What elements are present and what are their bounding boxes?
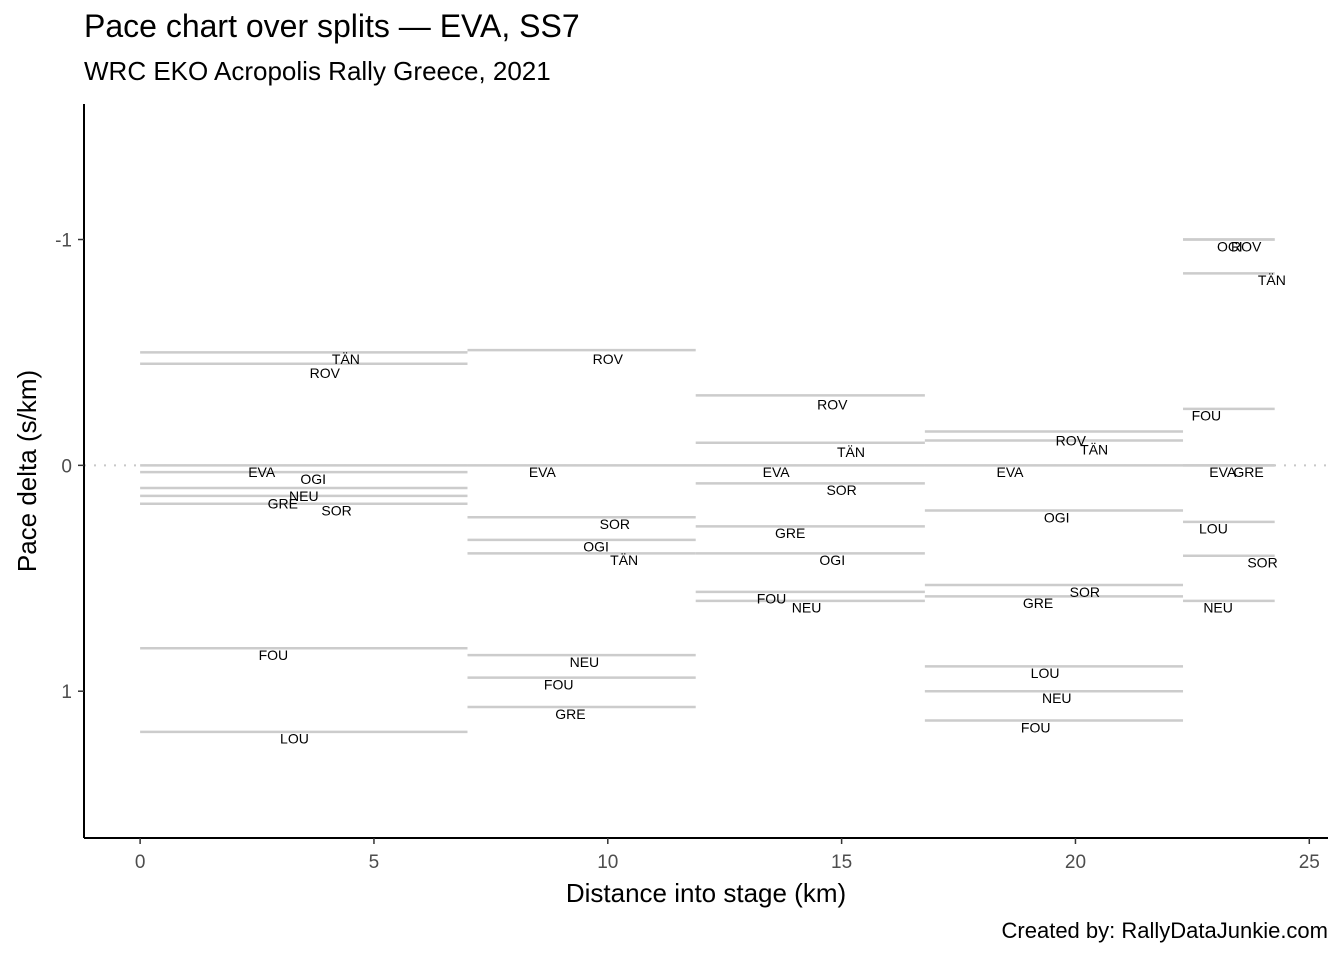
segment-label-tän: TÄN xyxy=(332,351,360,367)
segment-label-fou: FOU xyxy=(259,647,289,663)
segment-label-lou: LOU xyxy=(1199,521,1228,537)
segment-label-tän: TÄN xyxy=(1258,272,1286,288)
x-axis-title: Distance into stage (km) xyxy=(566,878,846,908)
segment-label-sor: SOR xyxy=(1247,554,1277,570)
segment-label-rov: ROV xyxy=(310,365,341,381)
segment-label-ogi: OGI xyxy=(1217,238,1243,254)
segment-label-sor: SOR xyxy=(826,482,856,498)
segment-label-sor: SOR xyxy=(600,516,630,532)
segment-label-fou: FOU xyxy=(544,676,574,692)
segment-label-lou: LOU xyxy=(1031,665,1060,681)
segment-label-sor: SOR xyxy=(321,503,351,519)
segment-label-ogi: OGI xyxy=(1044,509,1070,525)
y-axis-title: Pace delta (s/km) xyxy=(12,370,42,572)
x-tick-label: 0 xyxy=(135,852,146,873)
x-tick-label: 15 xyxy=(831,852,852,873)
segment-label-rov: ROV xyxy=(593,351,624,367)
segment-label-ogi: OGI xyxy=(583,539,609,555)
segment-label-eva: EVA xyxy=(248,464,276,480)
segment-label-eva: EVA xyxy=(996,464,1024,480)
segment-label-ogi: OGI xyxy=(819,552,845,568)
x-tick-label: 5 xyxy=(369,852,380,873)
segment-label-neu: NEU xyxy=(289,488,319,504)
segment-label-tän: TÄN xyxy=(837,444,865,460)
segment-label-neu: NEU xyxy=(570,654,600,670)
segment-label-fou: FOU xyxy=(1192,408,1222,424)
segment-label-rov: ROV xyxy=(817,396,848,412)
segment-label-eva: EVA xyxy=(529,464,557,480)
segment-label-rov: ROV xyxy=(1056,433,1087,449)
x-tick-label: 25 xyxy=(1299,852,1320,873)
axis-layer: 0 5 10 15 20 25 -1 0 1 xyxy=(55,104,1328,873)
segment-label-neu: NEU xyxy=(792,600,822,616)
y-tick-label: 1 xyxy=(61,682,72,703)
segment-label-tän: TÄN xyxy=(1080,442,1108,458)
x-tick-label: 10 xyxy=(597,852,618,873)
chart-caption: Created by: RallyDataJunkie.com xyxy=(1001,918,1328,943)
segment-label-gre: GRE xyxy=(1233,464,1263,480)
segment-label-rov: ROV xyxy=(1231,238,1262,254)
segment-label-gre: GRE xyxy=(555,706,585,722)
segment-label-gre: GRE xyxy=(1023,595,1053,611)
segment-label-sor: SOR xyxy=(1070,584,1100,600)
segment-label-neu: NEU xyxy=(1042,690,1072,706)
segment-label-lou: LOU xyxy=(280,731,309,747)
segment-label-gre: GRE xyxy=(268,496,298,512)
y-tick-label: -1 xyxy=(55,231,72,252)
segment-layer xyxy=(140,238,1275,734)
segment-label-eva: EVA xyxy=(763,464,791,480)
segment-label-gre: GRE xyxy=(775,525,805,541)
segment-label-fou: FOU xyxy=(1021,719,1051,735)
segment-label-fou: FOU xyxy=(757,591,787,607)
segment-label-ogi: OGI xyxy=(300,471,326,487)
segment-label-tän: TÄN xyxy=(610,552,638,568)
chart-title: Pace chart over splits — EVA, SS7 xyxy=(84,8,580,44)
segment-label-neu: NEU xyxy=(1203,600,1233,616)
segment-label-eva: EVA xyxy=(1209,464,1237,480)
y-tick-label: 0 xyxy=(61,456,72,477)
x-tick-label: 20 xyxy=(1065,852,1086,873)
chart-subtitle: WRC EKO Acropolis Rally Greece, 2021 xyxy=(84,56,551,86)
